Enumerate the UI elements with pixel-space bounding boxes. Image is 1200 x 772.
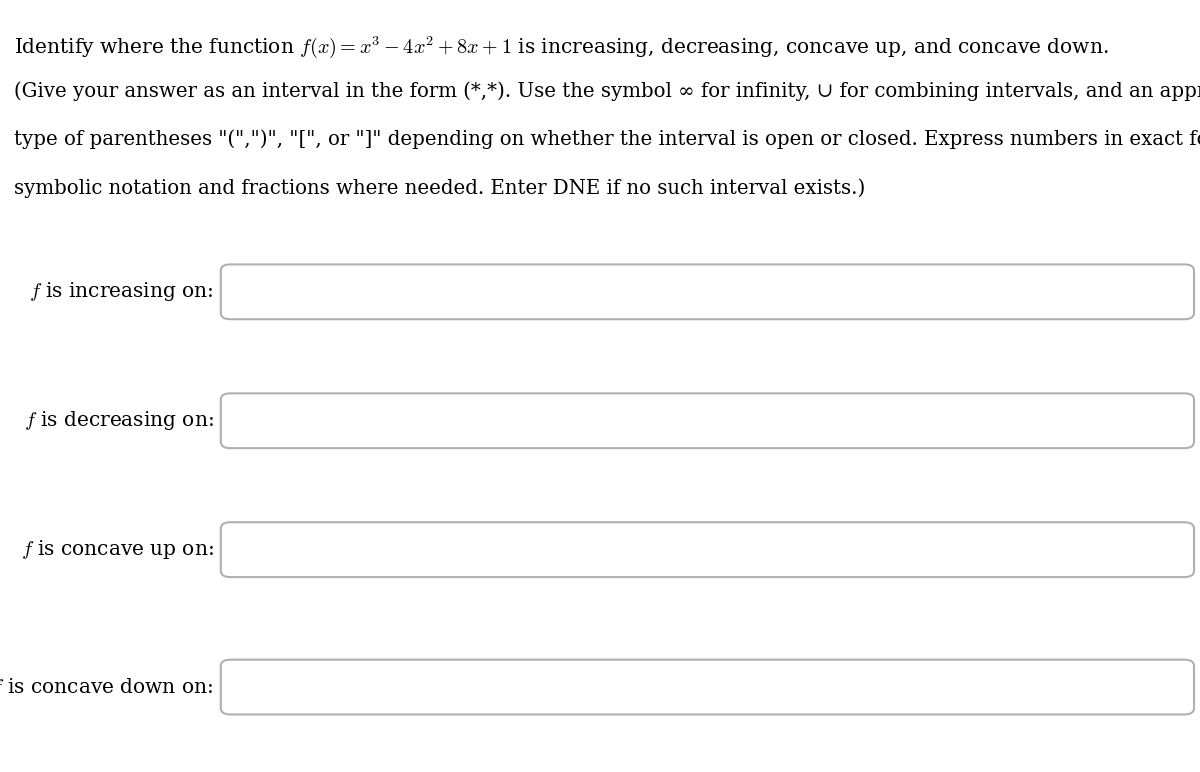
Text: type of parentheses "(",")", "[", or "]" depending on whether the interval is op: type of parentheses "(",")", "[", or "]"… <box>14 130 1200 149</box>
FancyBboxPatch shape <box>221 394 1194 448</box>
FancyBboxPatch shape <box>221 264 1194 320</box>
Text: (Give your answer as an interval in the form (*,*). Use the symbol ∞ for infinit: (Give your answer as an interval in the … <box>14 81 1200 100</box>
FancyBboxPatch shape <box>221 523 1194 577</box>
Text: Identify where the function $f(x) = x^3 - 4x^2 + 8x + 1$ is increasing, decreasi: Identify where the function $f(x) = x^3 … <box>14 35 1109 60</box>
Text: $f$ is decreasing on:: $f$ is decreasing on: <box>24 409 214 432</box>
Text: $f$ is concave down on:: $f$ is concave down on: <box>0 676 214 699</box>
Text: $f$ is increasing on:: $f$ is increasing on: <box>29 280 214 303</box>
FancyBboxPatch shape <box>221 659 1194 715</box>
Text: $f$ is concave up on:: $f$ is concave up on: <box>20 538 214 561</box>
Text: symbolic notation and fractions where needed. Enter DNE if no such interval exis: symbolic notation and fractions where ne… <box>14 178 865 198</box>
